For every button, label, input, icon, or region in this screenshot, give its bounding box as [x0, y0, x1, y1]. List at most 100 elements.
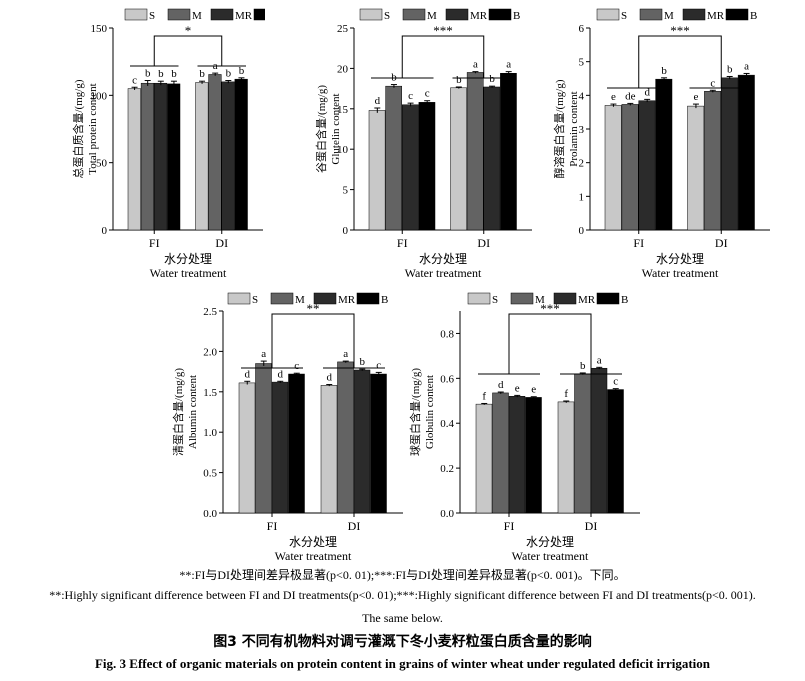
bar-fi-s [475, 403, 493, 514]
legend-swatch-mr [210, 8, 234, 21]
legend-label-m: M [295, 294, 305, 306]
bar-fi-s [604, 105, 622, 231]
bar-di-mr [221, 81, 235, 231]
y-axis-title-cn: 清蛋白含量/(mg/g) [171, 368, 185, 456]
sig-letter: b [727, 63, 733, 75]
y-tick-label: 0.6 [440, 373, 454, 385]
sig-letter: f [482, 390, 486, 402]
bar-fi-mr [402, 104, 419, 231]
y-tick-label: 15 [337, 104, 349, 116]
bar-di-m [574, 373, 591, 514]
sig-letter: a [261, 348, 266, 360]
legend-swatch-s [359, 8, 383, 21]
x-tick-label-di: DI [585, 519, 598, 533]
y-tick-label: 0 [579, 225, 585, 237]
sig-letter: a [473, 59, 478, 71]
bar-fi-m [140, 82, 154, 231]
legend-swatch-mr [313, 292, 337, 305]
legend-label-b: B [381, 294, 388, 306]
significance-mark: *** [540, 301, 560, 316]
sig-letter: b [580, 360, 586, 372]
y-tick-label: 1.5 [203, 387, 217, 399]
x-tick-label-di: DI [477, 236, 490, 250]
x-tick-label-fi: FI [397, 236, 408, 250]
bar-fi-mr [271, 381, 289, 514]
significance-bracket [153, 35, 223, 66]
x-tick-label-fi: FI [149, 236, 160, 250]
sig-letter: b [661, 65, 667, 77]
legend-swatch-mr [682, 8, 706, 21]
y-tick-label: 25 [337, 23, 349, 35]
sig-letter: d [644, 86, 650, 98]
legend-label-m: M [192, 10, 202, 22]
sig-letter: a [506, 59, 511, 71]
sig-letter: c [408, 90, 413, 102]
y-axis-title-cn: 球蛋白含量/(mg/g) [408, 368, 422, 456]
sig-letter: de [625, 90, 636, 102]
y-tick-label: 0.4 [440, 418, 454, 430]
bar-di-m [337, 361, 354, 514]
legend-swatch-m [402, 8, 426, 21]
legend-swatch-b [356, 292, 380, 305]
y-tick-label: 5 [579, 57, 585, 69]
y-tick-label: 2 [579, 158, 585, 170]
bar-di-mr [483, 86, 501, 231]
y-tick-label: 10 [337, 144, 349, 156]
sig-letter: d [327, 372, 333, 384]
legend-label-s: S [149, 10, 155, 22]
y-tick-label: 0 [343, 225, 349, 237]
significance-mark: ** [307, 301, 320, 316]
bar-fi-m [621, 104, 639, 231]
sig-letter: d [375, 95, 381, 107]
y-axis-title-cn: 醇溶蛋白含量/(mg/g) [552, 79, 566, 178]
y-axis-title-cn: 总蛋白质含量/(mg/g) [71, 79, 85, 178]
legend-label-m: M [535, 294, 545, 306]
bar-di-s [195, 82, 209, 231]
x-tick-label-fi: FI [267, 519, 278, 533]
bar-di-s [450, 87, 467, 231]
legend-label-m: M [664, 10, 674, 22]
x-axis-title-cn: 水分处理 [526, 535, 574, 549]
y-tick-label: 0.0 [440, 508, 454, 520]
bar-fi-b [288, 373, 305, 514]
x-axis-title-cn: 水分处理 [419, 252, 467, 266]
sig-letter: b [199, 68, 205, 80]
bar-di-s [687, 105, 705, 231]
y-tick-label: 4 [579, 90, 585, 102]
legend-label-mr: MR [707, 10, 725, 22]
legend-label-b: B [621, 294, 628, 306]
legend-label-mr: MR [235, 10, 253, 22]
y-axis-title-cn: 谷蛋白含量/(mg/g) [314, 85, 328, 173]
sig-letter: b [456, 74, 462, 86]
legend-label-s: S [252, 294, 258, 306]
y-axis-title-en: Total protein content [87, 83, 99, 174]
sig-letter: e [515, 382, 520, 394]
legend-label-mr: MR [470, 10, 488, 22]
significance-bracket [508, 313, 592, 374]
y-tick-label: 0.8 [440, 328, 454, 340]
bar-fi-m [492, 392, 509, 514]
y-tick-label: 3 [579, 124, 585, 136]
sig-letter: e [693, 91, 698, 103]
bar-fi-b [525, 397, 542, 514]
bar-di-mr [353, 369, 371, 514]
bar-fi-mr [638, 100, 656, 231]
bar-di-m [704, 91, 721, 231]
sig-letter: c [294, 360, 299, 372]
sig-letter: b [239, 65, 245, 77]
legend-label-b: B [513, 10, 520, 22]
sig-letter: f [564, 388, 568, 400]
sig-letter: b [489, 73, 495, 85]
bar-fi-s [238, 382, 256, 514]
x-axis-title-cn: 水分处理 [289, 535, 337, 549]
x-tick-label-fi: FI [633, 236, 644, 250]
sig-letter: c [425, 88, 430, 100]
sig-letter: b [226, 68, 232, 80]
legend-swatch-mr [445, 8, 469, 21]
sig-letter: a [343, 348, 348, 360]
legend-label-s: S [384, 10, 390, 22]
y-tick-label: 150 [91, 23, 108, 35]
bar-fi-m [385, 85, 402, 231]
